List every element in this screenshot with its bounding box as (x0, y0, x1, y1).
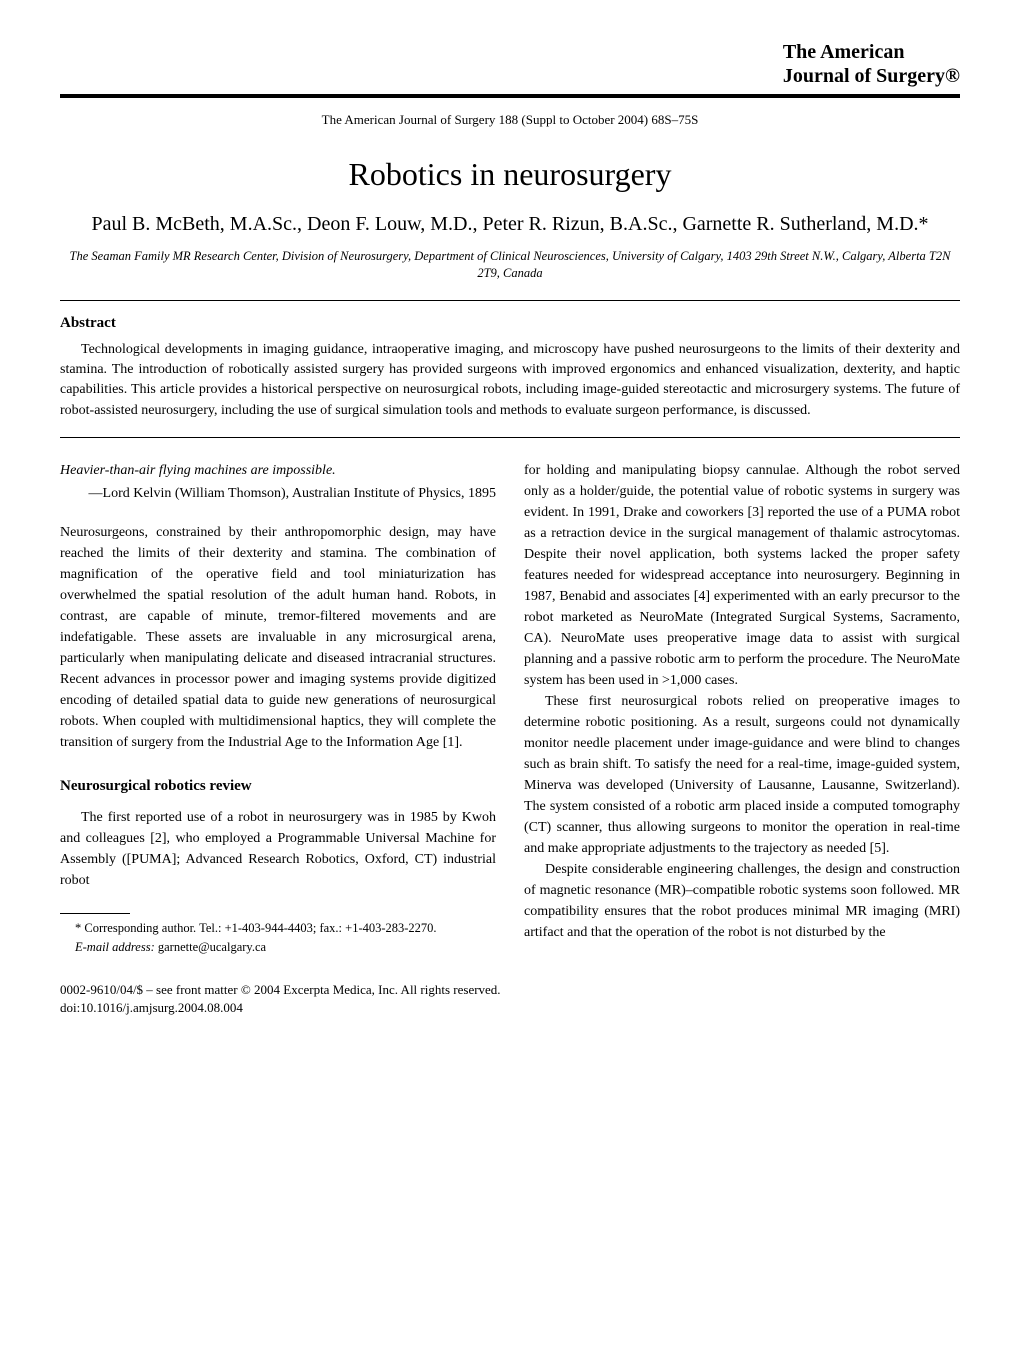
epigraph-attribution: —Lord Kelvin (William Thomson), Australi… (60, 483, 496, 504)
citation-line: The American Journal of Surgery 188 (Sup… (60, 112, 960, 128)
email-label: E-mail address: (75, 940, 155, 954)
review-paragraph-1: The first reported use of a robot in neu… (60, 807, 496, 891)
right-paragraph-2: These first neurosurgical robots relied … (524, 691, 960, 859)
review-subheading: Neurosurgical robotics review (60, 775, 496, 798)
authors: Paul B. McBeth, M.A.Sc., Deon F. Louw, M… (60, 211, 960, 238)
left-column: Heavier-than-air flying machines are imp… (60, 460, 496, 957)
intro-paragraph: Neurosurgeons, constrained by their anth… (60, 522, 496, 753)
abstract-label: Abstract (60, 315, 960, 332)
epigraph: Heavier-than-air flying machines are imp… (60, 460, 496, 481)
page-container: The American Journal of Surgery® The Ame… (0, 0, 1020, 1057)
journal-line1: The American (783, 40, 960, 64)
footer-doi: doi:10.1016/j.amjsurg.2004.08.004 (60, 999, 960, 1017)
footnote-rule (60, 913, 130, 914)
two-column-body: Heavier-than-air flying machines are imp… (60, 460, 960, 957)
journal-line2: Journal of Surgery® (783, 64, 960, 88)
article-title: Robotics in neurosurgery (60, 156, 960, 193)
affiliation: The Seaman Family MR Research Center, Di… (60, 248, 960, 282)
email-address: garnette@ucalgary.ca (158, 940, 266, 954)
right-column: for holding and manipulating biopsy cann… (524, 460, 960, 957)
abstract-top-rule (60, 300, 960, 301)
right-paragraph-3: Despite considerable engineering challen… (524, 859, 960, 943)
right-paragraph-1: for holding and manipulating biopsy cann… (524, 460, 960, 691)
corresponding-author-footnote: * Corresponding author. Tel.: +1-403-944… (60, 920, 496, 938)
footer: 0002-9610/04/$ – see front matter © 2004… (60, 981, 960, 1017)
email-footnote: E-mail address: garnette@ucalgary.ca (60, 938, 496, 957)
abstract-bottom-rule (60, 437, 960, 438)
journal-header: The American Journal of Surgery® (60, 40, 960, 88)
journal-title: The American Journal of Surgery® (783, 40, 960, 88)
top-rule (60, 94, 960, 98)
abstract-text: Technological developments in imaging gu… (60, 340, 960, 421)
footer-copyright: 0002-9610/04/$ – see front matter © 2004… (60, 981, 960, 999)
